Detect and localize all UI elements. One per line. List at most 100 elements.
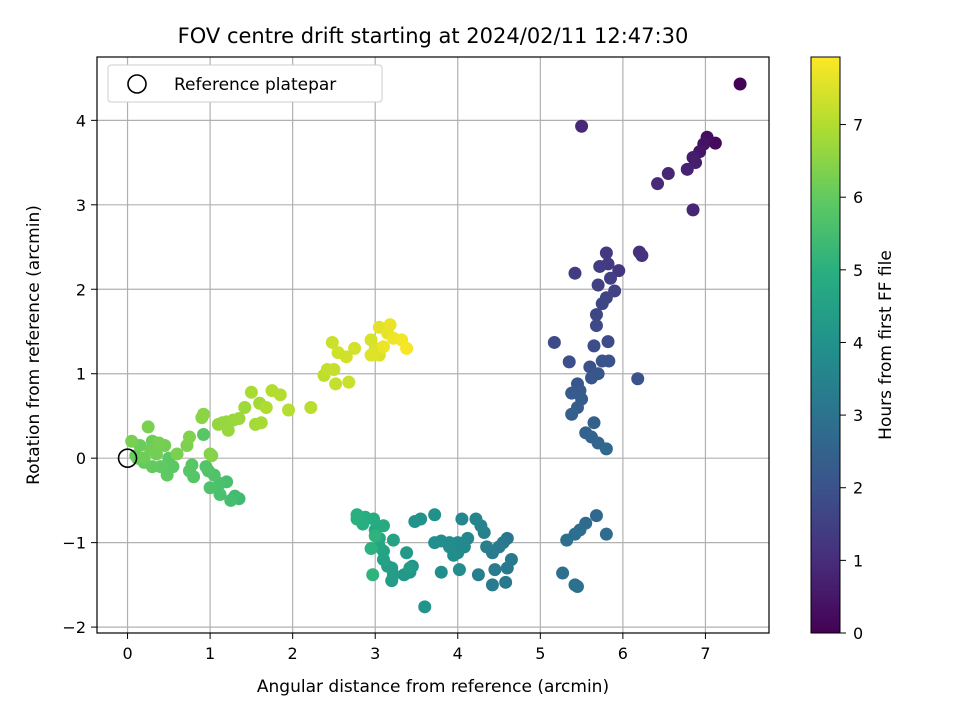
data-point xyxy=(196,407,210,421)
colorbar-tick-label: 3 xyxy=(853,406,863,425)
data-point xyxy=(485,578,499,592)
data-point xyxy=(400,341,414,355)
data-point xyxy=(575,119,589,133)
data-point xyxy=(587,339,601,353)
y-tick-label: 3 xyxy=(76,196,86,215)
data-point xyxy=(568,266,582,280)
x-axis-ticks: 0 1 2 3 4 5 6 7 xyxy=(122,633,711,663)
data-point xyxy=(376,519,390,533)
plot-frame xyxy=(96,56,770,634)
data-point xyxy=(350,512,364,526)
legend-box xyxy=(107,64,383,103)
y-axis-ticks: −2 −1 0 1 2 3 4 xyxy=(62,111,97,637)
data-point xyxy=(434,565,448,579)
data-point xyxy=(329,377,343,391)
data-point xyxy=(364,348,378,362)
legend-marker xyxy=(127,74,147,94)
data-point xyxy=(196,428,210,442)
data-point xyxy=(327,362,341,376)
data-point xyxy=(383,318,397,332)
data-point xyxy=(376,340,390,354)
data-point xyxy=(304,400,318,414)
data-point xyxy=(599,246,613,260)
data-point xyxy=(565,407,579,421)
data-point xyxy=(408,515,422,529)
data-point xyxy=(364,542,378,556)
data-point xyxy=(589,319,603,333)
data-point xyxy=(635,248,649,262)
data-point xyxy=(562,355,576,369)
data-point xyxy=(499,575,513,589)
data-points xyxy=(125,77,747,614)
data-point xyxy=(455,512,469,526)
data-point xyxy=(418,600,432,614)
data-point xyxy=(680,162,694,176)
data-point xyxy=(631,372,645,386)
colorbar-tick-label: 1 xyxy=(853,551,863,570)
data-point xyxy=(254,416,268,430)
data-point xyxy=(348,341,362,355)
data-point xyxy=(612,264,626,278)
data-point xyxy=(386,533,400,547)
data-point xyxy=(259,400,273,414)
data-point xyxy=(686,203,700,217)
legend: Reference platepar xyxy=(107,64,383,103)
y-tick-label: 4 xyxy=(76,111,86,130)
colorbar-tick-label: 0 xyxy=(853,624,863,643)
reference-platepar-marker xyxy=(117,448,138,468)
data-point xyxy=(400,546,414,560)
colorbar-ticks: 0 1 2 3 4 5 6 7 xyxy=(840,116,863,643)
y-tick-label: 2 xyxy=(76,280,86,299)
data-point xyxy=(603,271,617,285)
data-point xyxy=(282,403,296,417)
data-point xyxy=(547,335,561,349)
data-point xyxy=(589,308,603,322)
data-point xyxy=(733,77,747,91)
data-point xyxy=(232,411,246,425)
colorbar-tick-label: 5 xyxy=(853,261,863,280)
data-point xyxy=(599,442,613,456)
y-tick-label: −1 xyxy=(62,534,86,553)
x-tick-label: 6 xyxy=(618,644,628,663)
data-point xyxy=(599,527,613,541)
x-tick-label: 5 xyxy=(535,644,545,663)
data-point xyxy=(244,385,258,399)
data-point xyxy=(595,297,609,311)
data-point xyxy=(587,416,601,430)
data-point xyxy=(185,458,199,472)
y-axis-label: Rotation from reference (arcmin) xyxy=(24,205,44,485)
data-point xyxy=(480,540,494,554)
data-point xyxy=(602,354,616,368)
data-point xyxy=(469,512,483,526)
data-point xyxy=(452,563,466,577)
data-point xyxy=(141,420,155,434)
data-point xyxy=(170,447,184,461)
data-point xyxy=(443,540,457,554)
data-point xyxy=(221,423,235,437)
data-point xyxy=(339,350,353,364)
data-point xyxy=(601,335,615,349)
data-point xyxy=(213,487,227,501)
colorbar: 0 1 2 3 4 5 6 7 Hours from first FF file xyxy=(810,56,896,643)
data-point xyxy=(428,536,442,550)
data-point xyxy=(651,177,665,191)
colorbar-tick-label: 2 xyxy=(853,479,863,498)
data-point xyxy=(556,566,570,580)
y-tick-label: −2 xyxy=(62,618,86,637)
colorbar-label: Hours from first FF file xyxy=(876,250,896,440)
data-point xyxy=(203,481,217,495)
data-point xyxy=(570,580,584,594)
colorbar-tick-label: 6 xyxy=(853,188,863,207)
data-point xyxy=(428,508,442,522)
x-tick-label: 7 xyxy=(700,644,710,663)
colorbar-tick-label: 4 xyxy=(853,333,863,352)
data-point xyxy=(325,335,339,349)
data-point xyxy=(488,563,502,577)
data-point xyxy=(366,568,380,582)
data-point xyxy=(238,400,252,414)
x-tick-label: 2 xyxy=(288,644,298,663)
data-point xyxy=(273,388,287,402)
y-tick-label: 0 xyxy=(76,449,86,468)
data-point xyxy=(125,434,139,448)
x-tick-label: 0 xyxy=(122,644,132,663)
